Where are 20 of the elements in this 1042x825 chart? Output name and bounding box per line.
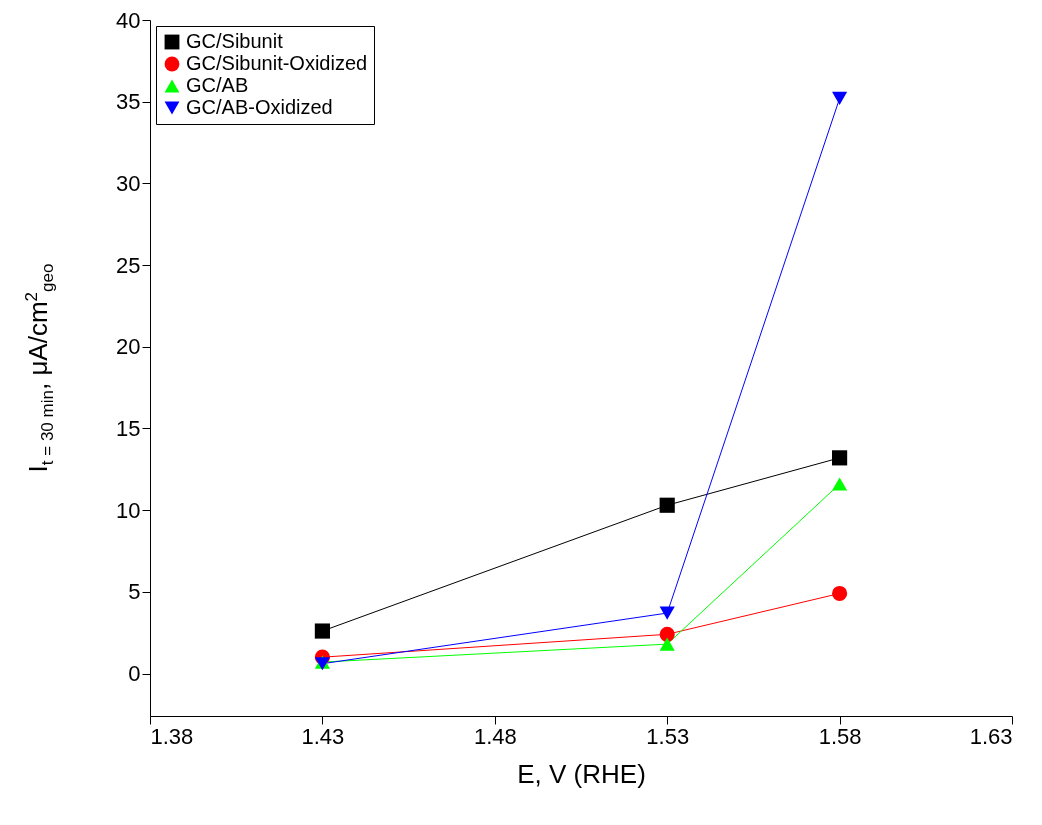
y-tick-label: 15 <box>116 415 141 441</box>
x-axis-title: E, V (RHE) <box>517 758 646 789</box>
x-tick-label: 1.63 <box>969 723 1013 749</box>
x-tick-label: 1.48 <box>473 723 517 749</box>
y-tick-label: 5 <box>128 579 141 605</box>
legend-label: GC/AB-Oxidized <box>186 96 333 118</box>
y-tick-label: 40 <box>116 7 141 33</box>
x-tick-label: 1.38 <box>150 723 194 749</box>
x-tick-label: 1.43 <box>301 723 345 749</box>
x-tick-label: 1.53 <box>646 723 690 749</box>
y-tick-label: 10 <box>116 497 141 523</box>
legend-label: GC/Sibunit-Oxidized <box>186 52 368 74</box>
y-tick-label: 25 <box>116 252 141 278</box>
y-tick-label: 30 <box>116 170 141 196</box>
x-tick-label: 1.58 <box>818 723 862 749</box>
y-tick-label: 20 <box>116 334 141 360</box>
y-tick-label: 0 <box>128 661 141 687</box>
y-tick-label: 35 <box>116 89 141 115</box>
legend-label: GC/Sibunit <box>186 30 284 52</box>
legend-label: GC/AB <box>186 74 249 96</box>
